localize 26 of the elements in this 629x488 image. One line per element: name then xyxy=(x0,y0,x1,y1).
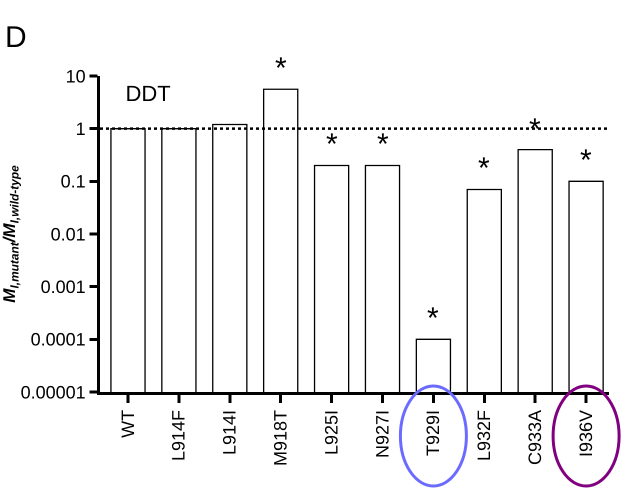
x-tick-label: C933A xyxy=(525,410,546,465)
x-tick-label: L932F xyxy=(474,410,494,461)
text: D xyxy=(5,21,27,54)
annotation: * xyxy=(529,113,541,146)
chart-title: DDT xyxy=(125,80,171,106)
x-tick-label: N927I xyxy=(372,410,392,458)
annotation: * xyxy=(580,144,592,177)
annotation: * xyxy=(478,152,490,185)
y-tick-label: 0.0001 xyxy=(30,330,86,350)
annotation: * xyxy=(275,52,287,85)
x-tick-label: M918T xyxy=(270,410,291,466)
annotation: * xyxy=(326,128,338,161)
x-tick-label: L925I xyxy=(321,410,342,455)
y-tick-label: 0.001 xyxy=(40,276,86,297)
x-tick-label: L914I xyxy=(220,410,240,455)
y-tick-label: 0.00001 xyxy=(20,382,86,402)
x-tick-label: T929I xyxy=(423,410,444,456)
x-tick-label: WT xyxy=(118,410,138,438)
x-tick-label: I936V xyxy=(576,410,596,457)
y-tick-label: 0.1 xyxy=(60,172,86,192)
annotation: * xyxy=(427,302,439,335)
y-tick-label: 10 xyxy=(66,66,86,86)
y-tick-label: 1 xyxy=(76,118,86,139)
x-tick-label: L914F xyxy=(168,410,189,461)
annotation: * xyxy=(377,128,389,161)
y-tick-label: 0.01 xyxy=(50,224,86,244)
